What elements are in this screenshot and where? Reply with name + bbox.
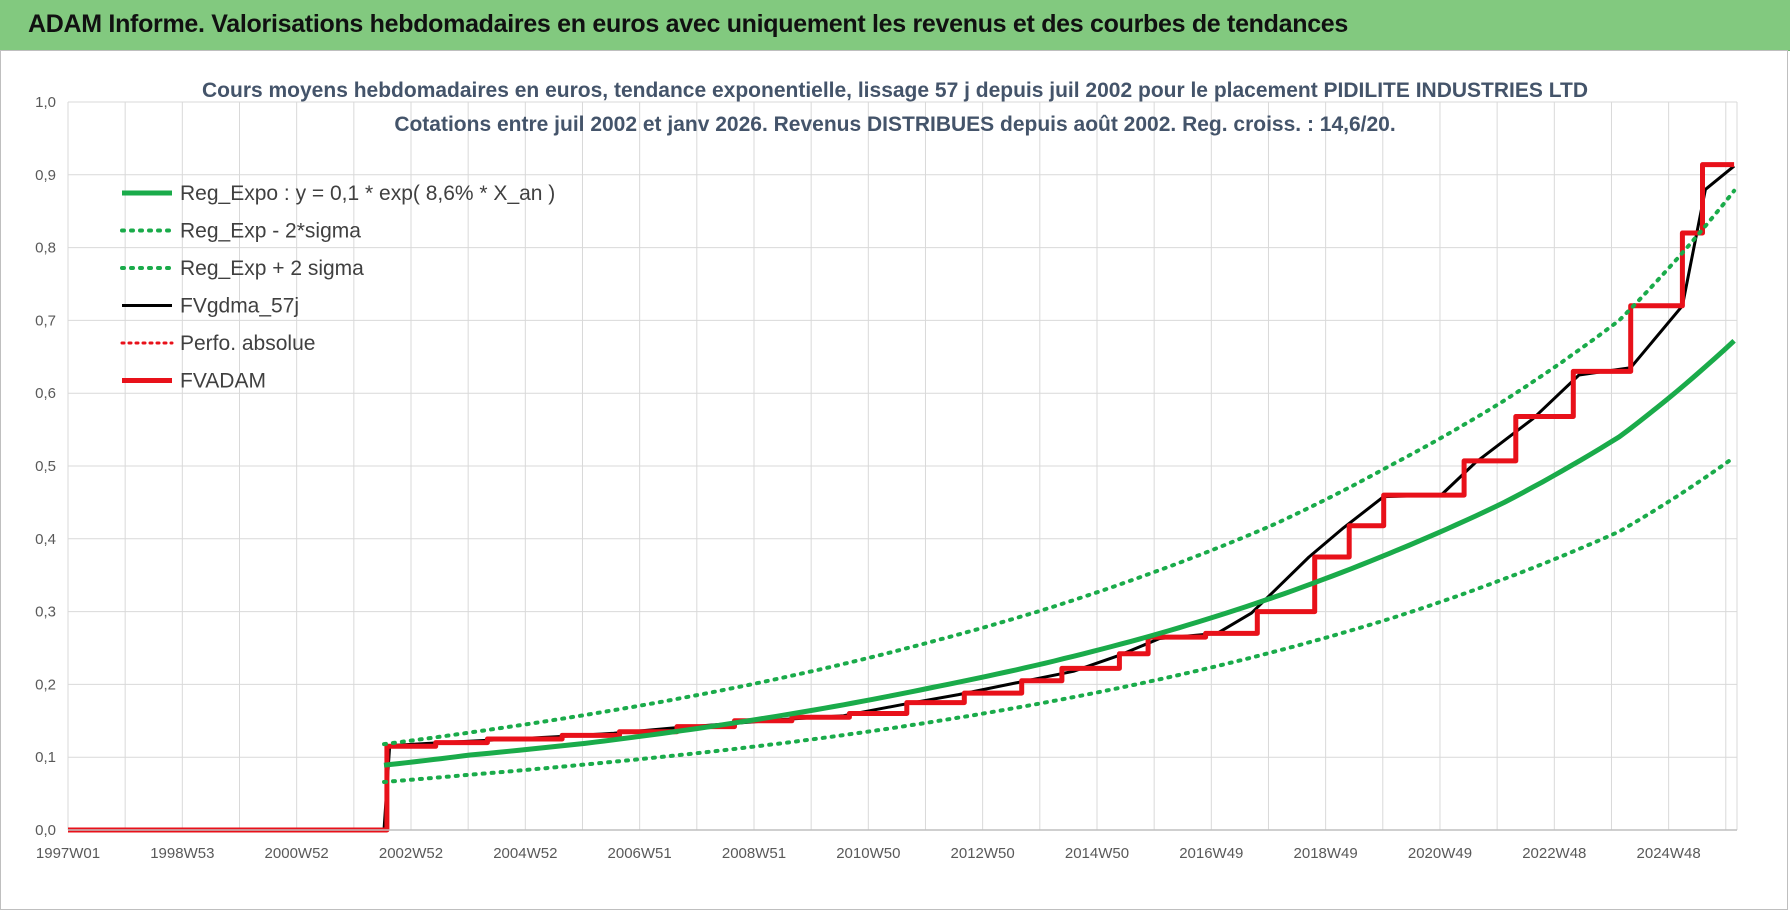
y-tick-label: 0,7 <box>35 312 56 329</box>
series-line-solid-red-step <box>68 162 1735 833</box>
legend: Reg_Expo : y = 0,1 * exp( 8,6% * X_an ) R… <box>120 182 555 393</box>
y-tick-label: 1,0 <box>35 94 56 111</box>
legend-label: Reg_Exp + 2 sigma <box>180 257 364 280</box>
series-line-dotted-green <box>382 188 1737 747</box>
y-tick-label: 0,8 <box>35 240 56 257</box>
series-line-dotted-green <box>382 455 1737 784</box>
y-tick-label: 0,3 <box>35 604 56 621</box>
y-tick-label: 0,1 <box>35 749 56 766</box>
x-tick-label: 1998W53 <box>150 845 214 862</box>
x-tick-label: 1997W01 <box>36 845 100 862</box>
banner-title: ADAM Informe. Valorisations hebdomadaire… <box>28 10 1349 38</box>
legend-label: Perfo. absolue <box>180 332 315 355</box>
y-tick-label: 0,0 <box>35 822 56 839</box>
axes: 0,0 0,1 0,2 0,3 0,4 0,5 0,6 0,7 0,8 0,9 1,0 1997W01… <box>35 94 1737 862</box>
x-tick-label: 2010W50 <box>836 845 900 862</box>
legend-label: FVADAM <box>180 370 266 393</box>
x-tick-label: 2024W48 <box>1637 845 1701 862</box>
chart-frame <box>0 50 1788 910</box>
grid <box>67 101 1738 831</box>
y-tick-label: 0,9 <box>35 167 56 184</box>
x-tick-label: 2022W48 <box>1522 845 1586 862</box>
chart-title: Cours moyens hebdomadaires en euros, ten… <box>202 79 1588 102</box>
legend-label: FVgdma_57j <box>180 295 299 318</box>
x-tick-label: 2018W49 <box>1294 845 1358 862</box>
report-banner: ADAM Informe. Valorisations hebdomadaire… <box>0 0 1790 51</box>
x-tick-label: 2016W49 <box>1179 845 1243 862</box>
x-tick-label: 2012W50 <box>951 845 1015 862</box>
y-tick-label: 0,6 <box>35 385 56 402</box>
y-tick-label: 0,4 <box>35 531 56 548</box>
legend-label: Reg_Exp - 2*sigma <box>180 220 361 243</box>
plot-area <box>68 162 1737 833</box>
x-tick-label: 2002W52 <box>379 845 443 862</box>
x-tick-label: 2000W52 <box>265 845 329 862</box>
x-tick-label: 2006W51 <box>608 845 672 862</box>
series-line-solid-green <box>383 338 1736 768</box>
x-tick-label: 2014W50 <box>1065 845 1129 862</box>
x-tick-label: 2004W52 <box>493 845 557 862</box>
chart-subtitle: Cotations entre juil 2002 et janv 2026. … <box>394 113 1395 136</box>
legend-label: Reg_Expo : y = 0,1 * exp( 8,6% * X_an ) <box>180 182 555 205</box>
x-tick-label: 2008W51 <box>722 845 786 862</box>
y-tick-label: 0,2 <box>35 676 56 693</box>
y-tick-label: 0,5 <box>35 458 56 475</box>
x-tick-label: 2020W49 <box>1408 845 1472 862</box>
